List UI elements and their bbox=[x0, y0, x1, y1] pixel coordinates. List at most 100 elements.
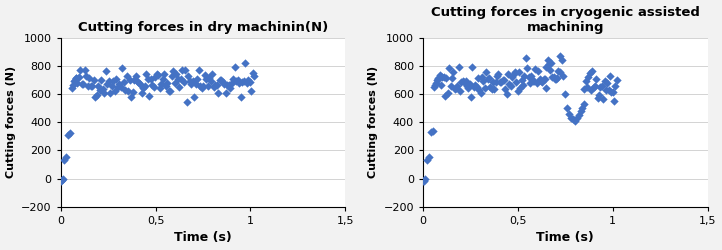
Point bbox=[554, 70, 565, 74]
Point bbox=[515, 86, 526, 90]
Point bbox=[484, 85, 496, 89]
Point bbox=[542, 58, 553, 62]
Point bbox=[194, 84, 206, 88]
Point bbox=[417, 180, 429, 184]
Point bbox=[212, 91, 224, 95]
Point bbox=[419, 177, 431, 181]
Point bbox=[565, 116, 577, 120]
Point bbox=[244, 80, 256, 84]
Point bbox=[120, 88, 131, 92]
Point bbox=[489, 86, 500, 90]
Point bbox=[491, 74, 503, 78]
Point bbox=[90, 95, 101, 99]
Point bbox=[563, 112, 575, 116]
Point bbox=[106, 84, 118, 88]
Point bbox=[141, 72, 152, 76]
Point bbox=[547, 75, 558, 79]
Point bbox=[236, 80, 248, 84]
Point bbox=[490, 80, 502, 84]
Point bbox=[562, 106, 573, 110]
Point bbox=[112, 84, 123, 88]
Point bbox=[184, 79, 196, 83]
Point bbox=[133, 81, 144, 85]
Point bbox=[159, 72, 170, 76]
Point bbox=[116, 66, 128, 70]
Point bbox=[245, 89, 257, 93]
Point bbox=[88, 78, 100, 82]
Point bbox=[471, 85, 482, 89]
Point bbox=[85, 84, 97, 87]
Point bbox=[487, 80, 499, 84]
Point bbox=[531, 81, 542, 85]
Point bbox=[457, 79, 469, 83]
Point bbox=[63, 133, 74, 137]
Point bbox=[198, 84, 209, 88]
Point bbox=[84, 76, 95, 80]
Point bbox=[77, 82, 89, 86]
Point bbox=[586, 88, 597, 92]
Point bbox=[248, 74, 260, 78]
Point bbox=[229, 65, 240, 69]
Title: Cutting forces in dry machinin(N): Cutting forces in dry machinin(N) bbox=[78, 20, 328, 34]
Point bbox=[578, 87, 590, 91]
Point bbox=[523, 75, 534, 79]
Point bbox=[191, 77, 203, 81]
Point bbox=[233, 80, 245, 84]
Point bbox=[541, 65, 552, 69]
Point bbox=[442, 91, 453, 95]
Point bbox=[100, 68, 112, 72]
Point bbox=[482, 77, 493, 81]
Point bbox=[187, 79, 199, 83]
Point bbox=[592, 96, 604, 100]
Point bbox=[97, 87, 108, 91]
Point bbox=[73, 75, 84, 79]
Point bbox=[214, 78, 225, 82]
Point bbox=[144, 94, 155, 98]
Point bbox=[552, 69, 564, 73]
Point bbox=[604, 74, 616, 78]
Point bbox=[66, 86, 78, 90]
Point bbox=[163, 88, 175, 92]
Point bbox=[529, 79, 540, 83]
Point bbox=[70, 76, 82, 80]
Point bbox=[68, 79, 79, 83]
Point bbox=[147, 83, 158, 87]
Point bbox=[518, 74, 530, 78]
Point bbox=[495, 80, 507, 84]
Point bbox=[480, 70, 492, 74]
Point bbox=[478, 79, 490, 83]
Point bbox=[591, 78, 602, 82]
Point bbox=[596, 84, 608, 88]
Point bbox=[82, 84, 94, 87]
Point bbox=[118, 80, 129, 84]
Point bbox=[178, 80, 190, 84]
Point bbox=[578, 102, 590, 106]
Point bbox=[595, 84, 606, 88]
Point bbox=[606, 90, 618, 94]
Point bbox=[506, 75, 518, 79]
Point bbox=[429, 85, 440, 89]
Point bbox=[176, 68, 188, 72]
Point bbox=[123, 90, 134, 94]
Point bbox=[155, 82, 167, 86]
Point bbox=[127, 90, 139, 94]
Point bbox=[500, 87, 511, 91]
Point bbox=[448, 70, 459, 73]
Point bbox=[121, 74, 133, 78]
Point bbox=[479, 86, 490, 90]
Point bbox=[569, 119, 580, 123]
Point bbox=[227, 77, 239, 81]
Point bbox=[56, 178, 67, 182]
Point bbox=[240, 61, 251, 65]
Point bbox=[509, 70, 521, 74]
Point bbox=[130, 74, 142, 78]
Point bbox=[208, 86, 219, 89]
Point bbox=[102, 82, 113, 86]
Point bbox=[539, 77, 551, 81]
Point bbox=[151, 72, 162, 76]
X-axis label: Time (s): Time (s) bbox=[536, 232, 594, 244]
Point bbox=[521, 66, 533, 70]
Point bbox=[160, 84, 172, 88]
Point bbox=[534, 77, 545, 81]
Point bbox=[472, 76, 484, 80]
